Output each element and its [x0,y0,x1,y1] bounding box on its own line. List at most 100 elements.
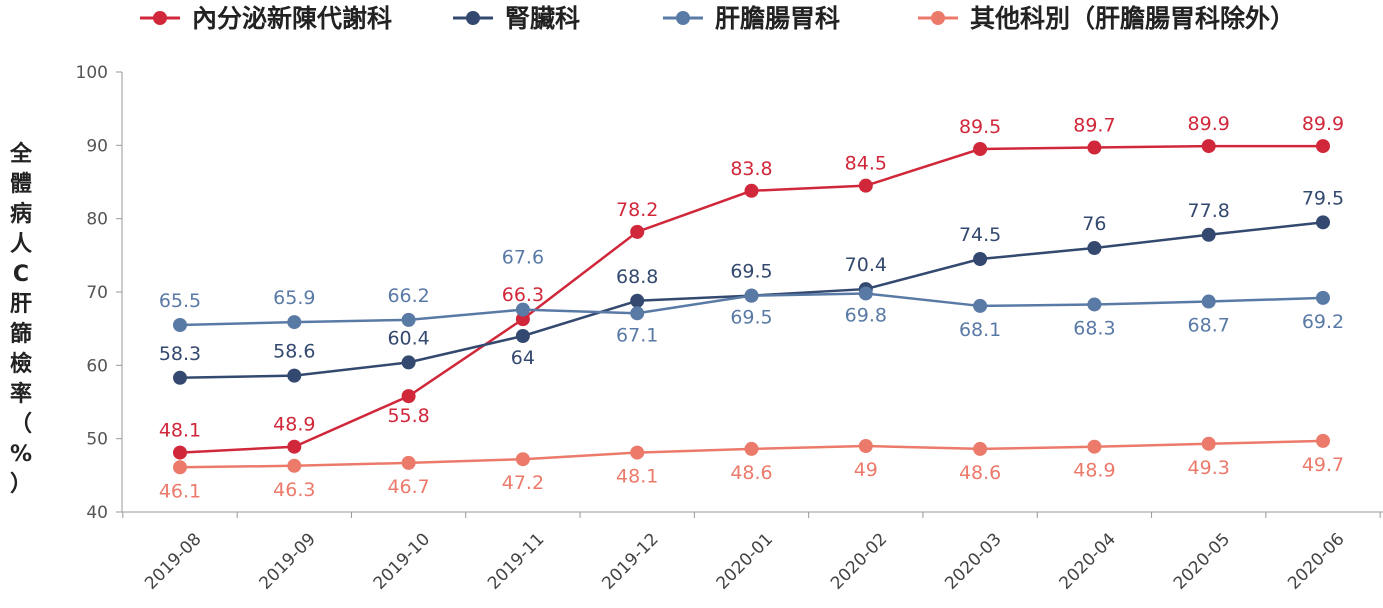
data-point [1316,215,1330,230]
data-point [173,445,187,460]
data-point [973,142,988,156]
legend-marker [153,11,167,25]
data-point [1087,241,1102,255]
legend-label: 腎臟科 [505,4,580,33]
y-tick-label: 40 [86,503,108,523]
data-label: 46.1 [159,480,201,502]
data-point [1201,139,1216,154]
data-label: 89.9 [1188,113,1230,135]
y-axis-label-char: 篩 [9,322,32,347]
data-point [1316,433,1330,448]
y-tick-label: 80 [86,210,108,230]
data-point [287,439,302,454]
legend-marker [466,11,480,25]
x-tick-label: 2019-10 [370,529,434,593]
data-label: 66.3 [502,284,544,306]
data-label: 58.3 [159,343,201,365]
data-label: 69.5 [730,261,772,283]
data-label: 83.8 [730,158,772,180]
data-point [515,452,530,467]
x-tick-label: 2020-06 [1284,529,1348,593]
data-label: 69.5 [730,307,772,329]
data-point [858,286,873,301]
data-label: 68.3 [1073,317,1115,339]
data-label: 48.1 [159,420,201,442]
data-label: 84.5 [845,153,887,175]
data-label: 64 [511,347,535,369]
data-point [1316,139,1330,154]
data-label: 89.5 [959,116,1001,138]
legend-marker [931,11,945,25]
data-point [515,329,530,343]
data-label: 69.2 [1302,311,1344,333]
data-label: 67.1 [616,324,658,346]
data-label: 46.7 [387,476,429,498]
legend: 內分泌新陳代謝科 腎臟科 肝膽腸胃科 其他科別（肝膽腸胃科除外） [140,4,1295,33]
data-point [287,368,302,383]
data-point [744,183,759,198]
data-label: 79.5 [1302,187,1344,209]
data-label: 65.9 [273,287,315,309]
y-tick-label: 50 [86,430,108,450]
data-point [744,288,759,303]
data-point [1087,297,1102,312]
data-point [1201,227,1216,242]
y-axis-label-char: 檢 [9,352,32,377]
y-axis-label-char: 體 [9,172,32,197]
y-tick-label: 90 [86,136,108,156]
data-label: 89.9 [1302,113,1344,135]
data-label: 74.5 [959,224,1001,246]
data-point [630,293,645,308]
data-label: 48.9 [1073,460,1115,482]
y-axis-label-char: 率 [9,382,32,407]
data-point [1316,290,1330,305]
x-tick-label: 2020-05 [1170,529,1234,593]
data-label: 48.9 [273,414,315,436]
x-tick-label: 2019-09 [255,529,319,593]
data-label: 49.3 [1188,457,1230,479]
data-label: 69.8 [845,304,887,326]
y-axis-label-char: 病 [9,202,32,227]
x-tick-label: 2019-11 [484,529,548,593]
data-point [173,318,187,332]
data-point [858,439,873,453]
x-tick-label: 2019-12 [598,529,662,593]
y-tick-label: 100 [76,63,108,83]
y-axis-label-char: ） [9,472,32,497]
x-tick-label: 2020-04 [1056,529,1120,593]
x-tick-label: 2020-02 [827,529,891,593]
data-label: 49 [854,459,878,481]
data-label: 58.6 [273,341,315,363]
data-point [401,455,416,470]
data-point [515,302,530,317]
y-tick-label: 70 [86,283,108,303]
y-axis-label-char: % [9,442,33,467]
legend-label: 肝膽腸胃科 [715,4,840,33]
legend-label: 其他科別（肝膽腸胃科除外） [970,4,1295,33]
data-point [973,298,988,313]
data-label: 66.2 [387,285,429,307]
legend-marker [676,11,690,25]
data-point [630,224,645,239]
data-point [401,312,416,327]
y-axis-label: 全體病人 C 肝篩檢率 （% ） [4,140,38,500]
data-label: 48.1 [616,466,658,488]
data-label: 55.8 [387,405,429,427]
data-point [1087,140,1102,155]
data-label: 78.2 [616,199,658,221]
y-axis-label-char: 肝 [9,292,32,317]
data-label: 68.8 [616,266,658,288]
data-point [287,458,302,473]
data-label: 47.2 [502,472,544,494]
data-label: 67.6 [502,247,544,269]
data-point [973,441,988,456]
data-point [173,370,187,385]
y-tick-label: 60 [86,356,108,376]
data-point [401,389,416,404]
data-point [1201,436,1216,451]
data-labels: 48.1 48.9 55.8 66.3 78.2 83.8 84.5 89.5 89.7 89.9… [159,113,1344,502]
data-label: 60.4 [387,327,429,349]
data-point [630,445,645,460]
y-axis-label-char: C [12,262,30,287]
